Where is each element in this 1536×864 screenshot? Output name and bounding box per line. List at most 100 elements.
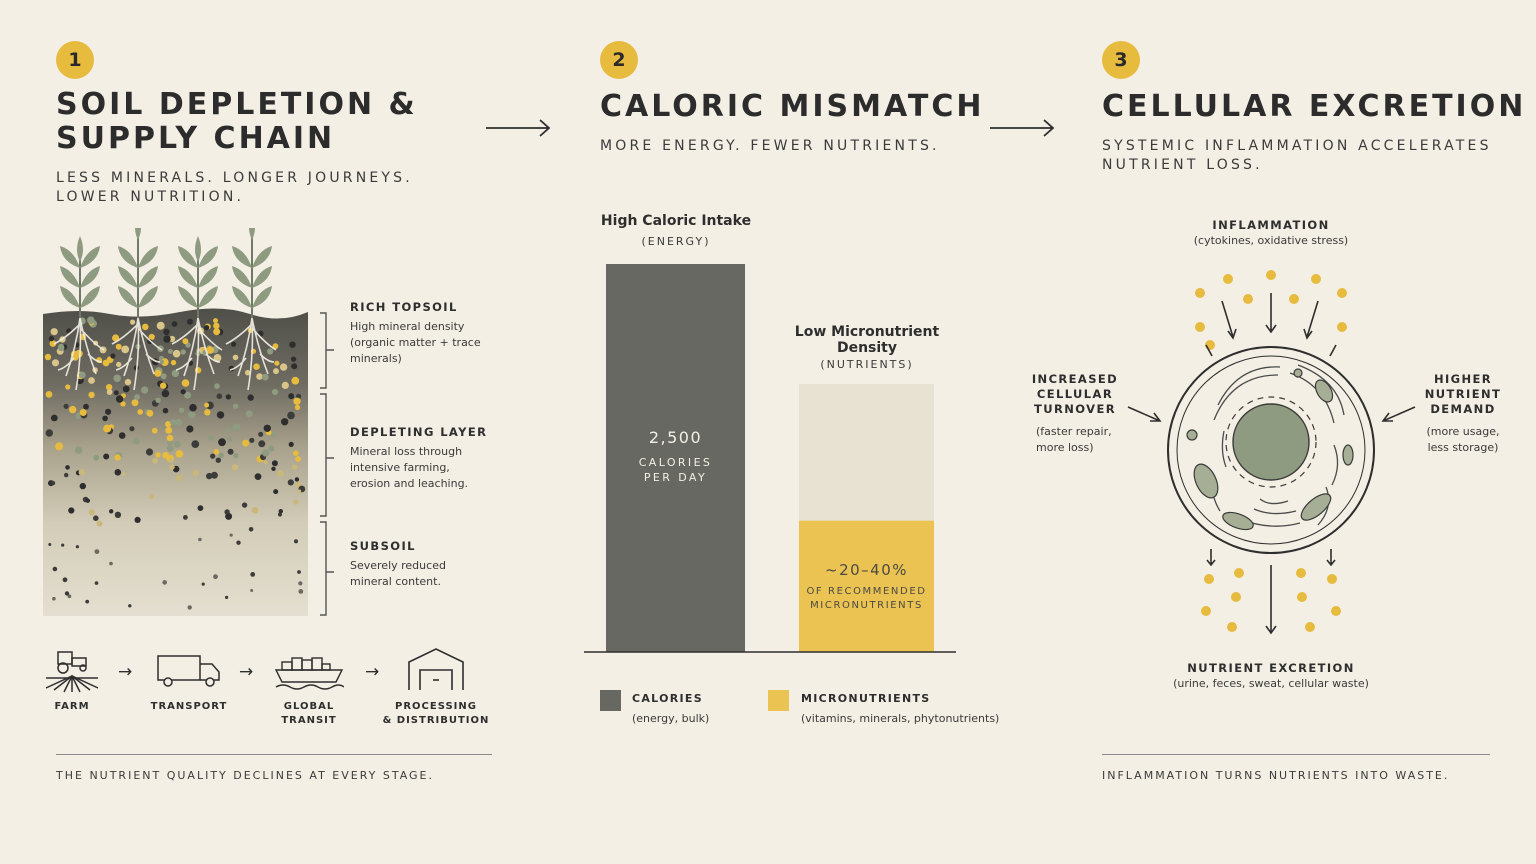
turnover-text-line2: more loss) (1036, 441, 1094, 454)
chain-label-farm: FARM (54, 701, 90, 712)
legend-micronutrients-swatch (768, 690, 789, 711)
demand-title-line1: HIGHER (1433, 372, 1493, 386)
inflammation-text: (cytokines, oxidative stress) (1193, 234, 1349, 247)
turnover-title-line3: TURNOVER (1034, 402, 1116, 416)
bar1-subtitle: (ENERGY) (641, 235, 711, 248)
layer-depleting-text-3: erosion and leaching. (350, 477, 469, 490)
bar1-value: 2,500 (648, 428, 703, 447)
panel3-subtitle-line1: SYSTEMIC INFLAMMATION ACCELERATES (1102, 138, 1492, 154)
bar1-unit-line2: PER DAY (643, 471, 708, 484)
bar2-subtitle: (NUTRIENTS) (820, 358, 914, 371)
legend-calories-title: CALORIES (632, 692, 703, 705)
panel3-subtitle: SYSTEMIC INFLAMMATION ACCELERATES NUTRIE… (1102, 137, 1492, 175)
layer-subsoil: SUBSOIL Severely reduced mineral content… (350, 539, 490, 590)
layer-subsoil-text-1: Severely reduced (350, 559, 446, 572)
demand-title-line2: NUTRIENT (1424, 387, 1502, 401)
demand-label: HIGHER NUTRIENT DEMAND (more usage, less… (1420, 372, 1506, 456)
panel1-title-line1: SOIL DEPLETION & (56, 87, 418, 122)
panel3-subtitle-line2: NUTRIENT LOSS. (1102, 157, 1263, 173)
legend-calories-swatch (600, 690, 621, 711)
chain-arrow-2: → (239, 662, 254, 682)
panel1-subtitle-line2: LOWER NUTRITION. (56, 189, 245, 205)
layer-rich-topsoil-text-3: minerals) (350, 352, 402, 365)
bar1-unit-line1: CALORIES (638, 456, 713, 469)
demand-title-line3: DEMAND (1430, 402, 1496, 416)
flow-arrow-2-3 (990, 119, 1055, 137)
soil-illustration (43, 228, 308, 616)
demand-text-line1: (more usage, (1426, 425, 1500, 438)
legend-micronutrients-title: MICRONUTRIENTS (801, 692, 931, 705)
chain-label-processing-line2: & DISTRIBUTION (382, 715, 490, 726)
cell-arrows (1127, 293, 1416, 635)
panel1-footer: THE NUTRIENT QUALITY DECLINES AT EVERY S… (56, 769, 435, 782)
chain-label-transport: TRANSPORT (150, 701, 228, 712)
bar1-title: High Caloric Intake (600, 213, 752, 229)
caloric-bar-chart (584, 264, 956, 653)
panel1-title: SOIL DEPLETION & SUPPLY CHAIN (56, 88, 418, 156)
organelles (1186, 368, 1354, 531)
chain-arrow-1: → (118, 662, 133, 682)
layer-brackets (320, 312, 334, 616)
warehouse-icon (408, 648, 464, 690)
bar2-unit-line2: MICRONUTRIENTS (810, 600, 923, 611)
legend-micronutrients-text: (vitamins, minerals, phytonutrients) (801, 712, 1000, 725)
flow-arrow-1-2 (486, 119, 551, 137)
panel2-subtitle: MORE ENERGY. FEWER NUTRIENTS. (600, 138, 940, 154)
panel1-divider (56, 754, 492, 755)
panel3-footer: INFLAMMATION TURNS NUTRIENTS INTO WASTE. (1102, 769, 1450, 782)
layer-rich-topsoil-text-2: (organic matter + trace (350, 336, 481, 349)
turnover-title-line1: INCREASED (1031, 372, 1119, 386)
excretion-title: NUTRIENT EXCRETION (1187, 661, 1355, 675)
legend-calories-text: (energy, bulk) (632, 712, 710, 725)
layer-subsoil-text-2: mineral content. (350, 575, 441, 588)
turnover-title-line2: CELLULAR (1036, 387, 1114, 401)
nucleus (1232, 403, 1310, 481)
tractor-icon (45, 651, 99, 693)
layer-depleting-text-1: Mineral loss through (350, 445, 463, 458)
panel3-divider (1102, 754, 1490, 755)
legend-micronutrients: MICRONUTRIENTS (vitamins, minerals, phyt… (801, 692, 999, 725)
layer-rich-topsoil-text-1: High mineral density (350, 320, 465, 333)
turnover-text-line1: (faster repair, (1036, 425, 1112, 438)
chain-arrow-3: → (365, 662, 380, 682)
bar2-title-line1: Low Micronutrient (794, 324, 940, 340)
panel3-title: CELLULAR EXCRETION (1102, 89, 1527, 124)
legend-calories: CALORIES (energy, bulk) (632, 692, 709, 725)
bar2-unit-line1: OF RECOMMENDED (806, 586, 927, 597)
bar2-value: ~20–40% (825, 561, 908, 579)
panel1-subtitle-line1: LESS MINERALS. LONGER JOURNEYS. (56, 170, 413, 186)
bar1-header: High Caloric Intake (ENERGY) (590, 213, 762, 248)
nutrient-dots (1195, 270, 1347, 632)
excretion-text: (urine, feces, sweat, cellular waste) (1173, 677, 1369, 690)
bar2-title-line2: Density (836, 340, 898, 356)
demand-text-line2: less storage) (1427, 441, 1499, 454)
excretion-label: NUTRIENT EXCRETION (urine, feces, sweat,… (1150, 661, 1392, 692)
inflammation-label: INFLAMMATION (cytokines, oxidative stres… (1170, 218, 1372, 249)
panel2-title: CALORIC MISMATCH (600, 89, 985, 124)
layer-depleting-title: DEPLETING LAYER (350, 425, 488, 439)
cell-diagram (1127, 270, 1416, 635)
step-1-badge: 1 (56, 41, 94, 79)
layer-depleting-text-2: intensive farming, (350, 461, 450, 474)
step-2-badge: 2 (600, 41, 638, 79)
turnover-label: INCREASED CELLULAR TURNOVER (faster repa… (1030, 372, 1120, 456)
bar1-label: 2,500 CALORIES PER DAY (606, 428, 745, 485)
layer-rich-topsoil-title: RICH TOPSOIL (350, 300, 458, 314)
cell (1167, 346, 1375, 554)
panel1-title-line2: SUPPLY CHAIN (56, 121, 336, 156)
step-3-badge: 3 (1102, 41, 1140, 79)
chain-label-processing: PROCESSING & DISTRIBUTION (380, 700, 492, 728)
layer-subsoil-title: SUBSOIL (350, 539, 416, 553)
plants (53, 228, 277, 391)
bar-calories (606, 264, 745, 652)
panel1-subtitle: LESS MINERALS. LONGER JOURNEYS. LOWER NU… (56, 169, 413, 207)
chain-label-global-transit: GLOBAL TRANSIT (281, 701, 337, 726)
bar2-label: ~20–40% OF RECOMMENDED MICRONUTRIENTS (799, 561, 934, 613)
chain-label-processing-line1: PROCESSING (395, 701, 477, 712)
layer-rich-topsoil: RICH TOPSOIL High mineral density (organ… (350, 300, 490, 367)
truck-icon (157, 655, 220, 687)
bar2-header: Low Micronutrient Density (NUTRIENTS) (790, 324, 944, 371)
layer-depleting: DEPLETING LAYER Mineral loss through int… (350, 425, 490, 492)
bar-micronutrients (799, 520, 934, 652)
cargo-ship-icon (274, 657, 344, 690)
